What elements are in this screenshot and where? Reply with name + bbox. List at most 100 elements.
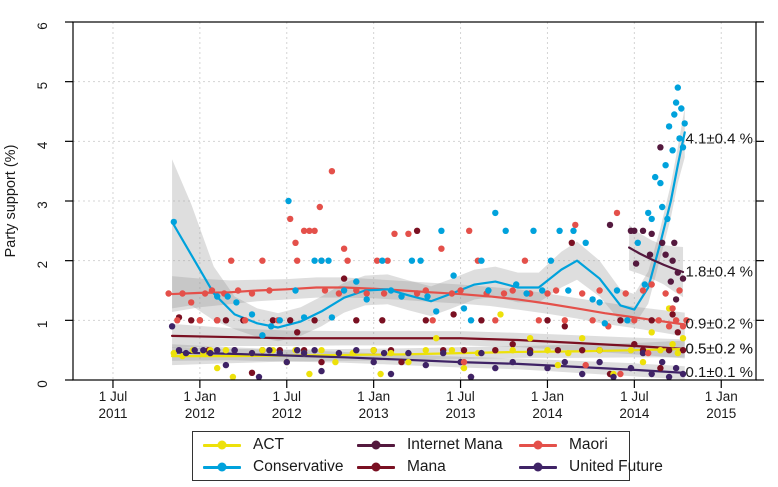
data-point xyxy=(613,209,621,217)
data-point xyxy=(523,290,530,297)
trend-line-united-future xyxy=(170,351,686,374)
data-point xyxy=(579,290,586,297)
data-point xyxy=(622,290,629,297)
confidence-band-maori xyxy=(172,276,685,337)
data-point xyxy=(353,347,360,354)
data-point xyxy=(380,290,388,297)
data-point xyxy=(306,370,313,378)
data-point xyxy=(318,257,325,264)
data-point xyxy=(422,347,429,354)
data-point xyxy=(328,168,336,175)
data-point xyxy=(229,373,237,381)
data-point xyxy=(387,349,395,357)
data-point xyxy=(535,317,542,324)
data-point xyxy=(266,347,273,354)
data-point xyxy=(547,257,555,264)
data-point xyxy=(669,257,676,264)
data-point xyxy=(422,361,429,369)
data-point xyxy=(539,287,546,294)
data-point xyxy=(674,269,681,276)
data-point xyxy=(222,361,230,369)
data-point xyxy=(340,245,348,252)
data-point xyxy=(170,218,177,226)
data-point xyxy=(321,287,329,294)
legend-marker-maori xyxy=(519,443,557,447)
data-point xyxy=(521,257,529,264)
data-point xyxy=(438,227,445,234)
data-point xyxy=(579,335,586,342)
data-point xyxy=(255,373,263,381)
data-point xyxy=(509,287,516,294)
data-point xyxy=(398,293,405,300)
data-point xyxy=(405,358,412,366)
data-point xyxy=(500,290,508,297)
data-point xyxy=(596,358,603,366)
data-point xyxy=(259,257,266,264)
y-tick-label: 0 xyxy=(35,380,50,388)
data-point xyxy=(579,347,586,354)
legend-label-mana: Mana xyxy=(407,458,446,476)
data-point xyxy=(672,99,680,106)
data-point xyxy=(657,364,664,372)
data-point xyxy=(340,287,348,294)
data-point xyxy=(627,364,635,372)
data-point xyxy=(641,281,648,288)
data-point xyxy=(373,257,381,264)
end-label-act: 0.5±0.2 % xyxy=(686,340,753,357)
data-point xyxy=(683,317,690,324)
data-point xyxy=(300,227,308,234)
data-point xyxy=(417,257,424,264)
data-point xyxy=(248,349,256,357)
data-point xyxy=(353,317,360,324)
data-point xyxy=(679,335,687,342)
data-point xyxy=(460,347,468,354)
data-point xyxy=(671,111,678,118)
confidence-band-conservative xyxy=(172,107,685,342)
data-point xyxy=(679,275,687,282)
data-point xyxy=(344,257,351,264)
data-point xyxy=(269,317,277,324)
legend-label-united-future: United Future xyxy=(569,458,663,476)
data-point xyxy=(440,349,447,357)
data-point xyxy=(231,347,238,354)
data-point xyxy=(634,239,641,246)
legend-label-conservative: Conservative xyxy=(253,458,344,476)
data-point xyxy=(674,84,681,91)
x-tick-label: 1 Jul 2014 xyxy=(619,389,650,421)
data-point xyxy=(589,317,596,324)
data-point xyxy=(601,320,608,327)
data-point xyxy=(526,335,534,342)
data-point xyxy=(379,257,386,264)
data-point xyxy=(572,221,579,229)
data-point xyxy=(283,358,290,366)
data-point xyxy=(662,251,669,258)
x-tick-label: 1 Jul 2012 xyxy=(272,389,302,421)
data-point xyxy=(214,317,221,324)
data-point xyxy=(408,257,416,264)
y-tick-label: 1 xyxy=(35,321,50,329)
y-tick-label: 4 xyxy=(35,141,50,149)
data-point xyxy=(335,290,343,297)
data-point xyxy=(363,290,370,297)
data-point xyxy=(325,257,332,264)
data-point xyxy=(665,347,673,354)
data-point xyxy=(391,230,398,237)
data-point xyxy=(413,290,421,297)
data-point xyxy=(294,347,301,354)
data-point xyxy=(460,305,468,312)
data-point xyxy=(648,317,655,324)
data-point xyxy=(509,341,516,348)
data-point xyxy=(617,370,624,378)
data-point xyxy=(669,305,676,312)
data-point xyxy=(544,317,551,324)
data-point xyxy=(669,341,676,348)
data-point xyxy=(379,317,386,324)
data-point xyxy=(497,311,504,318)
data-point xyxy=(200,347,207,354)
x-tick-label: 1 Jul 2011 xyxy=(98,389,127,421)
data-point xyxy=(241,317,249,324)
x-tick-label: 1 Jan 2014 xyxy=(531,389,564,421)
data-point xyxy=(492,209,499,217)
data-point xyxy=(596,299,603,306)
data-point xyxy=(669,311,676,318)
